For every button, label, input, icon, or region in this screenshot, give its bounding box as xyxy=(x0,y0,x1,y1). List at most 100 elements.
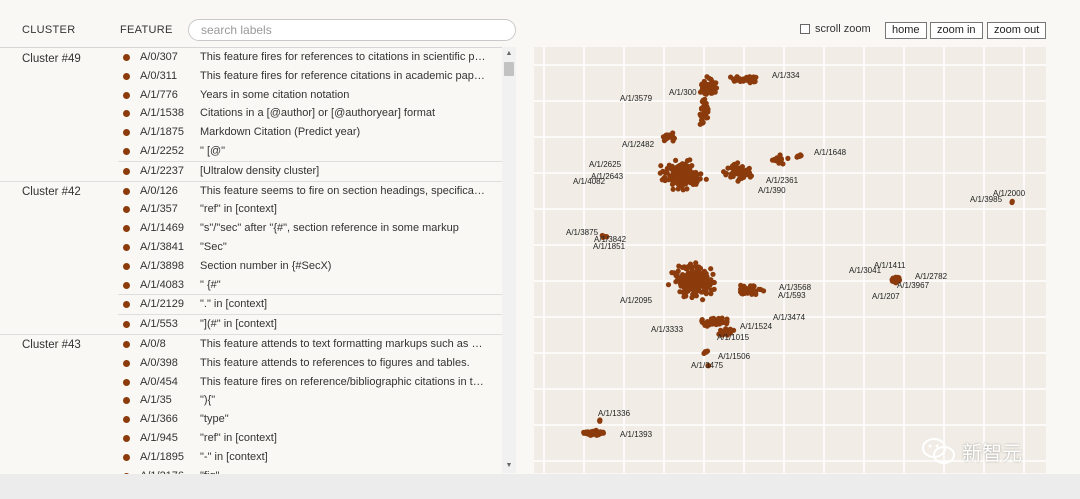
map-point[interactable] xyxy=(718,320,724,326)
home-button[interactable]: home xyxy=(885,22,927,39)
feature-row[interactable]: A/0/8 This feature attends to text format… xyxy=(0,335,516,354)
map-point[interactable] xyxy=(703,100,709,106)
map-point[interactable] xyxy=(694,171,700,177)
map-point[interactable] xyxy=(697,280,703,286)
map-point[interactable] xyxy=(730,169,736,175)
map-point[interactable] xyxy=(693,277,699,283)
map-point[interactable] xyxy=(892,274,899,280)
map-point[interactable] xyxy=(662,170,668,176)
map-label[interactable]: A/1/3967 xyxy=(897,281,930,290)
map-point[interactable] xyxy=(686,287,692,293)
map-label[interactable]: A/1/593 xyxy=(778,291,806,300)
map-label[interactable]: A/1/1393 xyxy=(620,430,653,439)
feature-row[interactable]: A/1/1895 "-" in [context] xyxy=(0,448,516,467)
map-label[interactable]: A/1/1851 xyxy=(593,242,626,251)
map-label[interactable]: A/1/3568 xyxy=(779,283,812,292)
map-point[interactable] xyxy=(1009,198,1015,204)
map-point[interactable] xyxy=(583,429,589,435)
map-label[interactable]: A/1/2625 xyxy=(589,160,622,169)
map-label[interactable]: A/1/2782 xyxy=(915,272,948,281)
map-label[interactable]: A/1/1524 xyxy=(740,322,773,331)
feature-row[interactable]: A/0/454 This feature fires on reference/b… xyxy=(0,373,516,392)
map-point[interactable] xyxy=(693,260,699,266)
map-point[interactable] xyxy=(600,234,606,240)
map-point[interactable] xyxy=(666,132,672,138)
cluster-label[interactable]: Cluster #42 xyxy=(22,185,81,198)
map-point[interactable] xyxy=(723,172,729,178)
map-point[interactable] xyxy=(708,291,714,297)
map-point[interactable] xyxy=(597,418,603,424)
map-label[interactable]: A/1/3842 xyxy=(594,235,627,244)
map-point[interactable] xyxy=(756,286,762,292)
map-point[interactable] xyxy=(780,161,786,167)
scroll-zoom-checkbox[interactable] xyxy=(800,24,810,34)
map-label[interactable]: A/1/1336 xyxy=(598,409,631,418)
map-point[interactable] xyxy=(675,268,681,274)
zoom-in-button[interactable]: zoom in xyxy=(930,22,983,39)
map-label[interactable]: A/1/1648 xyxy=(814,148,847,157)
map-point[interactable] xyxy=(693,290,699,296)
map-point[interactable] xyxy=(700,104,706,111)
map-point[interactable] xyxy=(670,138,676,144)
map-label[interactable]: A/1/3333 xyxy=(651,325,684,334)
map-label[interactable]: A/1/2482 xyxy=(622,140,655,149)
map-point[interactable] xyxy=(700,297,706,303)
map-label[interactable]: A/1/2361 xyxy=(766,176,799,185)
map-point[interactable] xyxy=(691,176,697,182)
map-point[interactable] xyxy=(747,80,753,86)
map-point[interactable] xyxy=(752,78,758,85)
map-points[interactable] xyxy=(581,74,1015,438)
map-point[interactable] xyxy=(680,272,686,278)
feature-row[interactable]: A/1/3841 "Sec" xyxy=(0,238,516,257)
map-point[interactable] xyxy=(702,96,708,102)
feature-list[interactable]: Cluster #49 A/0/307 This feature fires for… xyxy=(0,47,516,474)
map-point[interactable] xyxy=(703,115,709,121)
map-point[interactable] xyxy=(738,174,744,180)
map-point[interactable] xyxy=(703,176,709,182)
feature-row[interactable]: A/1/3898 Section number in {#SecX) xyxy=(0,257,516,276)
map-point[interactable] xyxy=(743,285,749,291)
map-point[interactable] xyxy=(702,349,708,355)
feature-row[interactable]: A/1/1875 Markdown Citation (Predict year) xyxy=(0,123,516,142)
map-point[interactable] xyxy=(747,289,753,295)
map-point[interactable] xyxy=(673,174,679,180)
map-point[interactable] xyxy=(712,89,718,95)
feature-map-canvas[interactable]: A/1/334 A/1/300 A/1/3579 A/1/2482 A/1/1648 A/… xyxy=(534,47,1046,473)
map-label[interactable]: A/1/2000 xyxy=(993,189,1026,198)
map-point[interactable] xyxy=(657,170,663,176)
map-point[interactable] xyxy=(678,175,684,181)
map-label[interactable]: A/1/1411 xyxy=(874,261,906,270)
map-point[interactable] xyxy=(604,234,610,240)
feature-row[interactable]: A/1/2129 "." in [context] xyxy=(0,295,516,314)
map-point[interactable] xyxy=(678,168,684,174)
map-point[interactable] xyxy=(706,75,712,81)
map-point[interactable] xyxy=(700,88,706,94)
map-point[interactable] xyxy=(777,152,783,158)
map-point[interactable] xyxy=(703,274,709,280)
map-point[interactable] xyxy=(683,284,689,290)
map-point[interactable] xyxy=(701,268,708,274)
map-point[interactable] xyxy=(708,266,714,272)
map-point[interactable] xyxy=(761,288,767,294)
map-point[interactable] xyxy=(599,430,605,436)
map-point[interactable] xyxy=(689,294,695,301)
feature-row[interactable]: A/0/307 This feature fires for references… xyxy=(0,48,516,67)
map-point[interactable] xyxy=(699,115,705,121)
map-point[interactable] xyxy=(735,178,741,184)
map-label[interactable]: A/1/3474 xyxy=(773,313,806,322)
map-point[interactable] xyxy=(714,321,720,327)
feature-row[interactable]: A/1/776 Years in some citation notation xyxy=(0,86,516,105)
map-point[interactable] xyxy=(703,291,709,297)
map-point[interactable] xyxy=(679,183,685,189)
feature-row[interactable]: A/1/1469 "s"/"sec" after "{#", section re… xyxy=(0,219,516,238)
map-label[interactable]: A/1/390 xyxy=(758,186,786,195)
map-point[interactable] xyxy=(675,186,681,192)
feature-row[interactable]: A/1/2237 [Ultralow density cluster] xyxy=(0,162,516,181)
map-point[interactable] xyxy=(698,171,704,177)
map-point[interactable] xyxy=(670,169,676,175)
map-point[interactable] xyxy=(673,157,679,163)
map-point[interactable] xyxy=(772,156,778,162)
zoom-out-button[interactable]: zoom out xyxy=(987,22,1047,39)
map-label[interactable]: A/1/300 xyxy=(669,88,697,97)
map-point[interactable] xyxy=(785,155,791,161)
